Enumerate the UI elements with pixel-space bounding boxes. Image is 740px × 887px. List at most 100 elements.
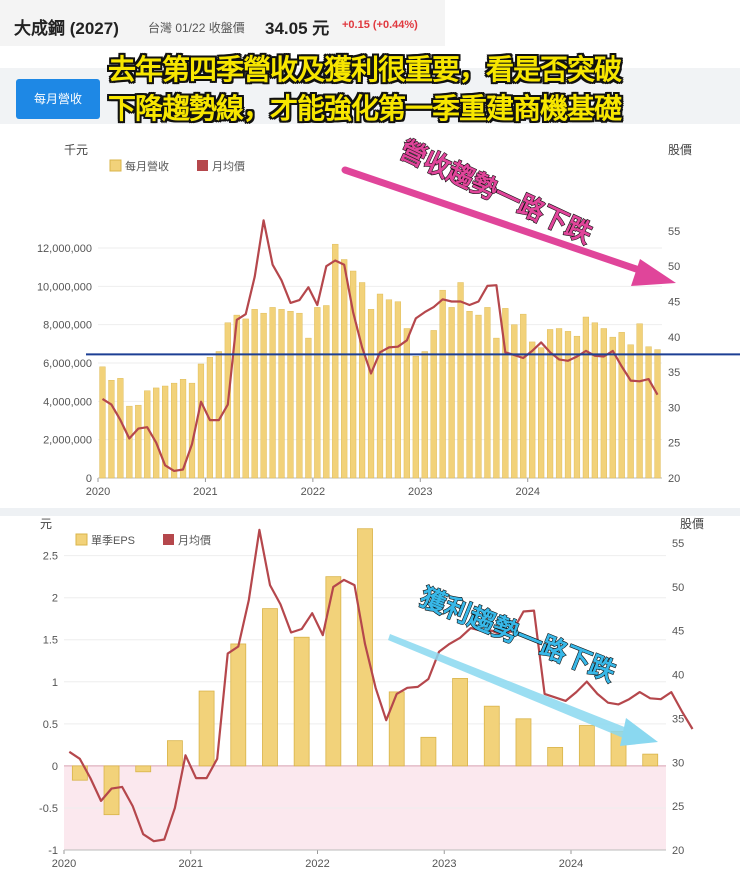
eps-chart-panel: 元 股價 單季EPS 月均價 -1 -0.5 0 0.5 1 1.5 2 2.5 20 25 30 35 40 4… — [0, 516, 740, 882]
bar — [493, 337, 500, 479]
downtrend-arrow-head — [631, 259, 676, 286]
y-right-tick-label: 40 — [672, 670, 684, 682]
banner-line-2: 下降趨勢線，才能強化第一季重建商機基礎 — [108, 93, 622, 124]
y-right-tick-label: 45 — [668, 296, 680, 308]
bar — [609, 336, 616, 479]
y-left-tick-label: 6,000,000 — [43, 358, 92, 370]
bar — [636, 323, 643, 479]
eps-downtrend-arrow-shaft — [388, 634, 632, 740]
y-right-tick-label: 30 — [672, 757, 684, 769]
y-left-tick-label: 0 — [52, 761, 58, 773]
banner-line-1: 去年第四季營收及獲利很重要，看是否突破 — [108, 54, 622, 85]
bar — [197, 363, 205, 479]
bar — [323, 305, 330, 479]
legend-swatch-bar — [109, 159, 122, 172]
left-axis-unit: 元 — [40, 517, 52, 531]
x-tick-label: 2022 — [301, 486, 325, 498]
legend-label-bar: 每月營收 — [125, 159, 169, 173]
bar — [367, 309, 375, 479]
stock-name: 大成鋼 (2027) — [14, 19, 119, 38]
y-left-tick-label: 12,000,000 — [37, 243, 92, 255]
y-right-tick-label: 50 — [668, 261, 680, 273]
y-right-tick-label: 40 — [668, 332, 680, 344]
bar — [170, 382, 178, 479]
tab-monthly-revenue[interactable]: 每月營收 — [16, 79, 100, 119]
bar — [502, 308, 509, 479]
y-right-tick-label: 30 — [668, 402, 680, 414]
bar — [475, 314, 482, 479]
bar — [388, 691, 405, 767]
bar — [332, 243, 339, 479]
bar — [278, 309, 285, 479]
bar — [287, 311, 294, 479]
bar — [430, 330, 437, 479]
bar — [448, 307, 455, 479]
bar — [645, 346, 652, 479]
stock-header-bar — [0, 0, 445, 46]
bar — [394, 301, 402, 479]
legend-swatch-line — [163, 534, 174, 545]
bar — [314, 307, 321, 479]
bar — [421, 351, 428, 479]
bar — [305, 337, 312, 479]
bar — [538, 347, 545, 479]
x-tick-label: 2023 — [432, 858, 456, 870]
right-axis-unit: 股價 — [680, 517, 704, 531]
y-left-tick-label: 0 — [86, 473, 92, 485]
bar — [520, 313, 527, 479]
bar — [529, 341, 536, 479]
bar — [269, 307, 276, 479]
bar — [578, 725, 595, 767]
bar — [126, 405, 133, 479]
bar — [242, 318, 249, 479]
y-right-tick-label: 20 — [668, 473, 680, 485]
bar — [251, 309, 258, 479]
bar — [484, 307, 491, 479]
y-left-tick-label: 0.5 — [43, 719, 58, 731]
bar — [457, 282, 464, 479]
bar — [179, 379, 187, 479]
revenue-trend-annotation: 營收趨勢一路下跌 — [395, 134, 596, 249]
bar — [564, 331, 572, 479]
y-left-tick-label: -1 — [48, 845, 58, 857]
bar — [358, 282, 366, 479]
bar — [439, 289, 446, 479]
legend-swatch-line — [197, 160, 208, 171]
bar — [483, 705, 500, 767]
y-left-tick-label: 1 — [52, 677, 58, 689]
downtrend-arrow-shaft — [341, 166, 652, 277]
bar — [103, 765, 120, 816]
stock-price: 34.05 元 — [265, 19, 330, 38]
y-right-tick-label: 25 — [668, 438, 680, 450]
bar — [293, 636, 310, 767]
bar — [144, 390, 151, 479]
headline-banner: 去年第四季營收及獲利很重要，看是否突破 下降趨勢線，才能強化第一季重建商機基礎 — [108, 50, 738, 128]
x-tick-label: 2022 — [305, 858, 329, 870]
bar — [325, 576, 342, 767]
bar — [230, 643, 247, 767]
price-change: +0.15 (+0.44%) — [342, 19, 418, 31]
bar — [198, 690, 215, 767]
closing-price-label: 台灣 01/22 收盤價 — [148, 21, 245, 35]
x-tick-label: 2021 — [179, 858, 203, 870]
x-tick-label: 2021 — [193, 486, 217, 498]
y-right-tick-label: 35 — [668, 367, 680, 379]
bar — [420, 736, 437, 767]
bar — [555, 328, 563, 479]
bar — [573, 335, 581, 479]
tab-bar — [0, 68, 740, 124]
bar — [341, 259, 348, 479]
y-left-tick-label: -0.5 — [39, 803, 58, 815]
y-left-tick-label: 10,000,000 — [37, 281, 92, 293]
bar — [260, 312, 267, 479]
bar — [385, 299, 393, 479]
y-left-tick-label: 2.5 — [43, 551, 58, 563]
bar — [600, 328, 607, 479]
bar — [117, 378, 124, 479]
x-tick-label: 2024 — [559, 858, 583, 870]
bar — [135, 765, 152, 773]
bar — [582, 316, 590, 479]
y-left-tick-label: 2,000,000 — [43, 435, 92, 447]
bar — [618, 332, 625, 479]
